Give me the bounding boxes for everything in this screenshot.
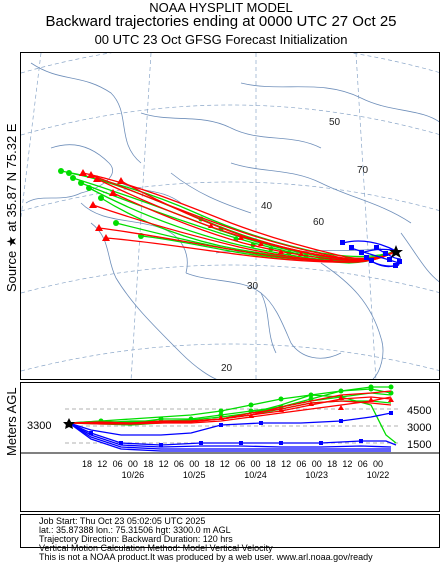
hour-tick-label: 12 [220, 459, 230, 469]
hour-tick-label: 00 [312, 459, 322, 469]
red-endpoints [79, 169, 334, 262]
lat-label-40: 40 [261, 201, 273, 212]
lat-label-30: 30 [247, 281, 259, 292]
vertical-method-text: Vertical Motion Calculation Method: Mode… [39, 543, 273, 553]
hour-tick-label: 00 [128, 459, 138, 469]
forecast-subtitle: 00 UTC 23 Oct GFSG Forecast Initializati… [94, 32, 348, 47]
hour-tick-label: 00 [189, 459, 199, 469]
blue-height-traces [68, 412, 397, 452]
height-chart: 3300 4500 3000 1500 [20, 382, 440, 512]
date-tick-label: 10/23 [305, 470, 328, 480]
height-axis-label: Meters AGL [4, 387, 19, 456]
hour-tick-label: 00 [250, 459, 260, 469]
job-info-panel: Job Start: Thu Oct 23 05:02:05 UTC 2025 … [20, 514, 440, 562]
hour-tick-label: 06 [296, 459, 306, 469]
hour-tick-label: 18 [82, 459, 92, 469]
date-tick-label: 10/24 [244, 470, 267, 480]
lon-label-60: 60 [313, 217, 325, 228]
hour-tick-label: 18 [143, 459, 153, 469]
date-tick-label: 10/26 [122, 470, 145, 480]
trajectory-map: 50 40 30 20 70 60 [20, 52, 440, 380]
date-tick-label: 10/25 [183, 470, 206, 480]
model-title: NOAA HYSPLIT MODEL [149, 0, 293, 15]
source-coords-text: lat.: 35.87388 lon.: 75.31506 hgt: 3300.… [39, 525, 231, 535]
red-height-traces [68, 390, 392, 425]
map-graticule [21, 53, 439, 379]
hour-tick-label: 18 [327, 459, 337, 469]
source-height-label: 3300 [27, 420, 51, 432]
hour-tick-label: 12 [159, 459, 169, 469]
trajectory-title: Backward trajectories ending at 0000 UTC… [45, 13, 397, 30]
right-tick-1500: 1500 [407, 439, 431, 451]
source-location-label: Source ★ at 35.87 N 75.32 E [4, 123, 19, 292]
hour-tick-label: 06 [235, 459, 245, 469]
lat-label-50: 50 [329, 117, 341, 128]
direction-duration-text: Trajectory Direction: Backward Duration:… [39, 534, 233, 544]
right-tick-4500: 4500 [407, 405, 431, 417]
blue-height-markers [89, 411, 393, 447]
source-star-icon [389, 245, 403, 258]
hour-tick-label: 06 [174, 459, 184, 469]
map-coastlines [25, 62, 439, 379]
lon-label-70: 70 [357, 165, 369, 176]
hour-tick-label: 12 [281, 459, 291, 469]
hour-tick-label: 06 [113, 459, 123, 469]
lat-label-20: 20 [221, 363, 233, 374]
hour-tick-label: 12 [97, 459, 107, 469]
chart-source-star-icon [63, 418, 75, 429]
date-tick-label: 10/22 [367, 470, 390, 480]
hour-tick-label: 12 [342, 459, 352, 469]
hour-tick-label: 06 [358, 459, 368, 469]
hour-tick-label: 00 [373, 459, 383, 469]
red-height-markers [218, 395, 394, 420]
hour-tick-label: 18 [204, 459, 214, 469]
disclaimer-text: This is not a NOAA product.It was produc… [39, 552, 373, 562]
right-tick-3000: 3000 [407, 422, 431, 434]
job-start-text: Job Start: Thu Oct 23 05:02:05 UTC 2025 [39, 516, 206, 526]
hour-tick-label: 18 [266, 459, 276, 469]
blue-endpoints [340, 240, 402, 268]
